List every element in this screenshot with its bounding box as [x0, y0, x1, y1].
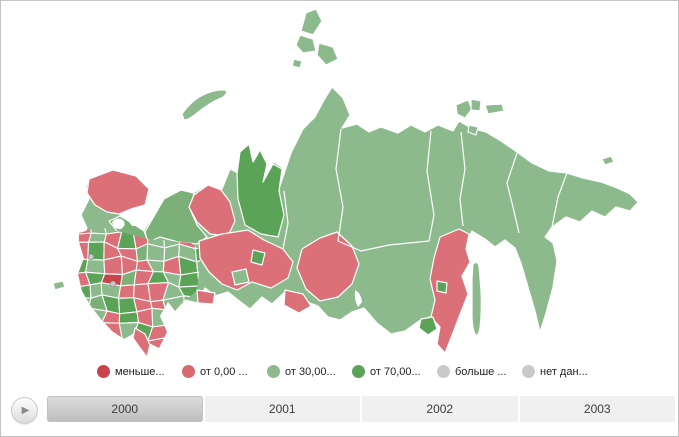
legend-label: больше ... [455, 365, 507, 378]
timeline-year-segment[interactable]: 2003 [519, 396, 675, 422]
legend-swatch-icon [97, 365, 110, 378]
map-region[interactable] [236, 143, 285, 238]
map-region[interactable] [197, 312, 213, 328]
map-region[interactable] [196, 255, 215, 274]
legend-item: от 30,00... [267, 365, 352, 378]
legend-item: от 70,00... [352, 365, 437, 378]
legend-swatch-icon [437, 365, 450, 378]
city-marker [87, 253, 95, 261]
map-region[interactable] [178, 271, 200, 288]
map-region[interactable] [86, 335, 108, 350]
map-region[interactable] [195, 336, 213, 354]
map-region[interactable] [71, 338, 91, 351]
map-region-urals[interactable] [198, 229, 294, 291]
map-region[interactable] [182, 322, 201, 338]
map-region[interactable] [166, 322, 185, 338]
map-region-irkutsk[interactable] [296, 231, 360, 302]
map-region[interactable] [70, 296, 92, 313]
play-button[interactable]: ▶ [11, 397, 38, 424]
map-region[interactable] [181, 335, 197, 354]
map-region[interactable] [231, 268, 250, 286]
map-region-komi[interactable] [188, 184, 236, 237]
map-region[interactable] [101, 335, 123, 352]
timeline-year-segment[interactable]: 2002 [362, 396, 518, 422]
map-region[interactable] [70, 307, 93, 327]
legend-swatch-icon [182, 365, 195, 378]
city-marker [109, 280, 117, 288]
map-island[interactable] [300, 8, 323, 36]
legend-swatch-icon [522, 365, 535, 378]
map-region-khabarovsk[interactable] [429, 228, 471, 354]
map-region[interactable] [250, 249, 266, 266]
lakes [112, 213, 362, 307]
map-region-altai[interactable] [283, 289, 312, 314]
legend-item: меньше... [97, 365, 182, 378]
map-island[interactable] [484, 103, 505, 115]
legend-label: от 70,00... [370, 365, 421, 378]
legend-swatch-icon [352, 365, 365, 378]
year-timeline: 2000 2001 2002 2003 [47, 396, 675, 422]
legend-label: меньше... [115, 365, 165, 378]
map-island[interactable] [295, 34, 317, 54]
map-region-caucasus[interactable] [132, 327, 151, 358]
map-region[interactable] [72, 325, 93, 340]
map-region[interactable] [88, 232, 108, 243]
map-region[interactable] [118, 284, 135, 299]
map-island[interactable] [316, 42, 339, 66]
map-region[interactable] [89, 322, 103, 340]
play-icon: ▶ [21, 404, 30, 416]
legend-label: нет дан... [540, 365, 588, 378]
map-region-kaliningrad[interactable] [52, 280, 66, 291]
legend: меньше... от 0,00 ... от 30,00... от 70,… [97, 365, 588, 378]
legend-label: от 0,00 ... [200, 365, 248, 378]
map-island-novaya-zemlya[interactable] [181, 89, 228, 121]
legend-item: от 0,00 ... [182, 365, 267, 378]
legend-swatch-icon [267, 365, 280, 378]
map-island-wrangel[interactable] [601, 155, 615, 166]
timeline-year-segment[interactable]: 2001 [204, 396, 360, 422]
map-region[interactable] [196, 289, 216, 305]
map-region-murmansk[interactable] [86, 169, 150, 215]
map-island[interactable] [470, 98, 482, 112]
map-region-primorye[interactable] [418, 316, 438, 336]
map-region[interactable] [183, 312, 201, 325]
russia-map[interactable] [1, 1, 679, 391]
map-region[interactable] [436, 280, 448, 294]
legend-label: от 30,00... [285, 365, 336, 378]
map-region[interactable] [151, 307, 170, 328]
map-region[interactable] [85, 259, 106, 275]
map-islands[interactable] [52, 8, 615, 336]
map-island-sakhalin[interactable] [471, 261, 482, 336]
legend-item: нет дан... [522, 365, 588, 378]
map-region[interactable] [147, 336, 168, 351]
map-region[interactable] [165, 309, 185, 326]
map-red-regions[interactable] [86, 169, 471, 358]
map-island[interactable] [291, 58, 303, 69]
map-island[interactable] [455, 99, 473, 119]
map-region[interactable] [71, 284, 92, 299]
legend-item: больше ... [437, 365, 522, 378]
timeline-year-segment[interactable]: 2000 [47, 396, 203, 422]
map-region[interactable] [195, 323, 213, 339]
map-region[interactable] [118, 311, 140, 324]
map-region-borders [282, 128, 568, 252]
map-island[interactable] [467, 124, 479, 136]
map-region[interactable] [164, 335, 184, 352]
